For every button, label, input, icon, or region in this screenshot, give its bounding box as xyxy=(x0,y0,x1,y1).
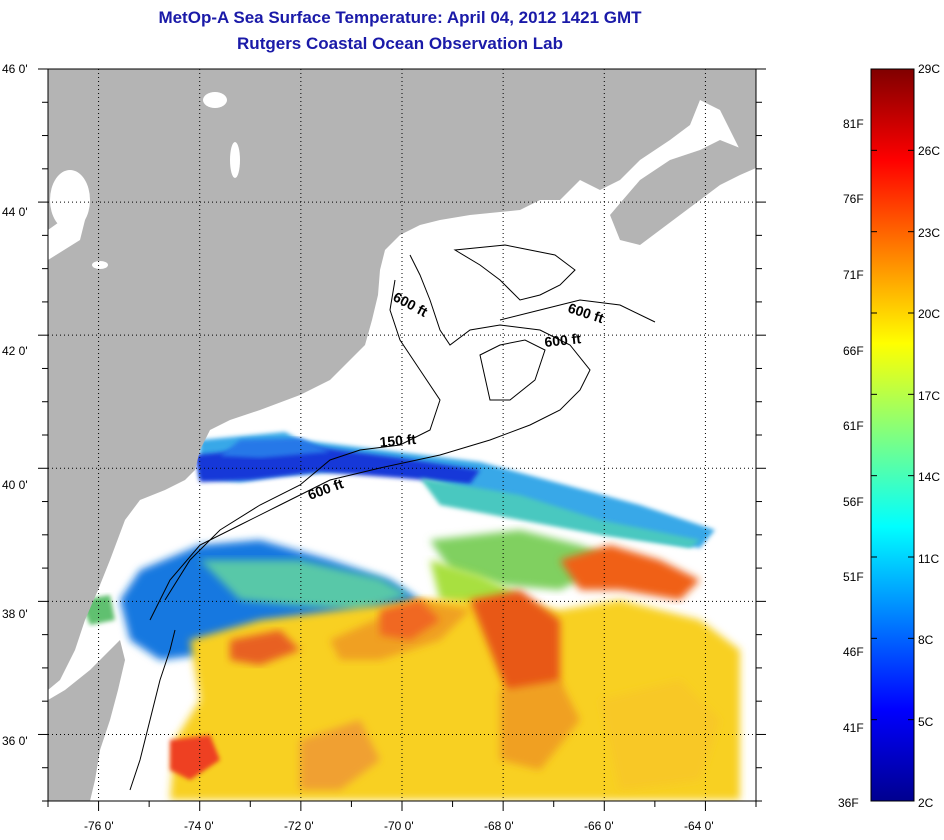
cbar-f-56: 56F xyxy=(843,495,864,509)
map-title: MetOp-A Sea Surface Temperature: April 0… xyxy=(158,8,642,27)
contour-label-150ft: 150 ft xyxy=(379,431,417,450)
cbar-c-8: 8C xyxy=(918,633,934,647)
cbar-f-76: 76F xyxy=(843,192,864,206)
lon-label-70: -70 0' xyxy=(384,819,414,833)
cbar-f-51: 51F xyxy=(843,570,864,584)
cbar-f-61: 61F xyxy=(843,419,864,433)
lon-label-72: -72 0' xyxy=(284,819,314,833)
lat-label-46: 46 0' xyxy=(2,62,28,76)
cbar-f-81: 81F xyxy=(843,117,864,131)
lat-label-42: 42 0' xyxy=(2,344,28,358)
lakes-layer xyxy=(48,92,240,269)
lat-label-44: 44 0' xyxy=(2,205,28,219)
lat-label-38: 38 0' xyxy=(2,607,28,621)
cbar-c-17: 17C xyxy=(918,389,940,403)
lon-label-66: -66 0' xyxy=(584,819,614,833)
lon-label-68: -68 0' xyxy=(484,819,514,833)
lon-label-74: -74 0' xyxy=(184,819,214,833)
cbar-c-14: 14C xyxy=(918,470,940,484)
sst-data-layer xyxy=(80,432,740,800)
lat-label-36: 36 0' xyxy=(2,734,28,748)
cbar-f-36: 36F xyxy=(838,796,859,810)
axis-ticks xyxy=(38,68,766,811)
cbar-c-26: 26C xyxy=(918,144,940,158)
bathymetry-contours xyxy=(129,244,656,791)
cbar-f-41: 41F xyxy=(843,721,864,735)
cbar-c-23: 23C xyxy=(918,226,940,240)
cbar-c-20: 20C xyxy=(918,307,940,321)
cbar-c-11: 11C xyxy=(918,552,939,566)
cbar-f-46: 46F xyxy=(843,645,864,659)
colorbar-fahrenheit-labels: 81F 76F 71F 66F 61F 56F 51F 46F 41F 36F xyxy=(838,117,864,810)
cbar-c-5: 5C xyxy=(918,715,934,729)
latitude-labels: 46 0' 44 0' 42 0' 40 0' 38 0' 36 0' xyxy=(2,62,28,748)
cbar-f-66: 66F xyxy=(843,344,864,358)
longitude-labels: -76 0' -74 0' -72 0' -70 0' -68 0' -66 0… xyxy=(84,819,714,833)
lat-label-40: 40 0' xyxy=(2,478,28,492)
contour-label-600ft-3: 600 ft xyxy=(544,330,582,350)
cbar-c-29: 29C xyxy=(918,62,940,76)
land-layer xyxy=(48,69,756,801)
map-subtitle: Rutgers Coastal Ocean Observation Lab xyxy=(237,34,563,53)
cbar-c-2: 2C xyxy=(918,796,934,810)
cbar-f-71: 71F xyxy=(843,268,864,282)
colorbar-gradient xyxy=(870,68,915,802)
lon-label-76: -76 0' xyxy=(84,819,114,833)
colorbar-celsius-labels: 29C 26C 23C 20C 17C 14C 11C 8C 5C 2C xyxy=(918,62,940,810)
lon-label-64: -64 0' xyxy=(684,819,714,833)
